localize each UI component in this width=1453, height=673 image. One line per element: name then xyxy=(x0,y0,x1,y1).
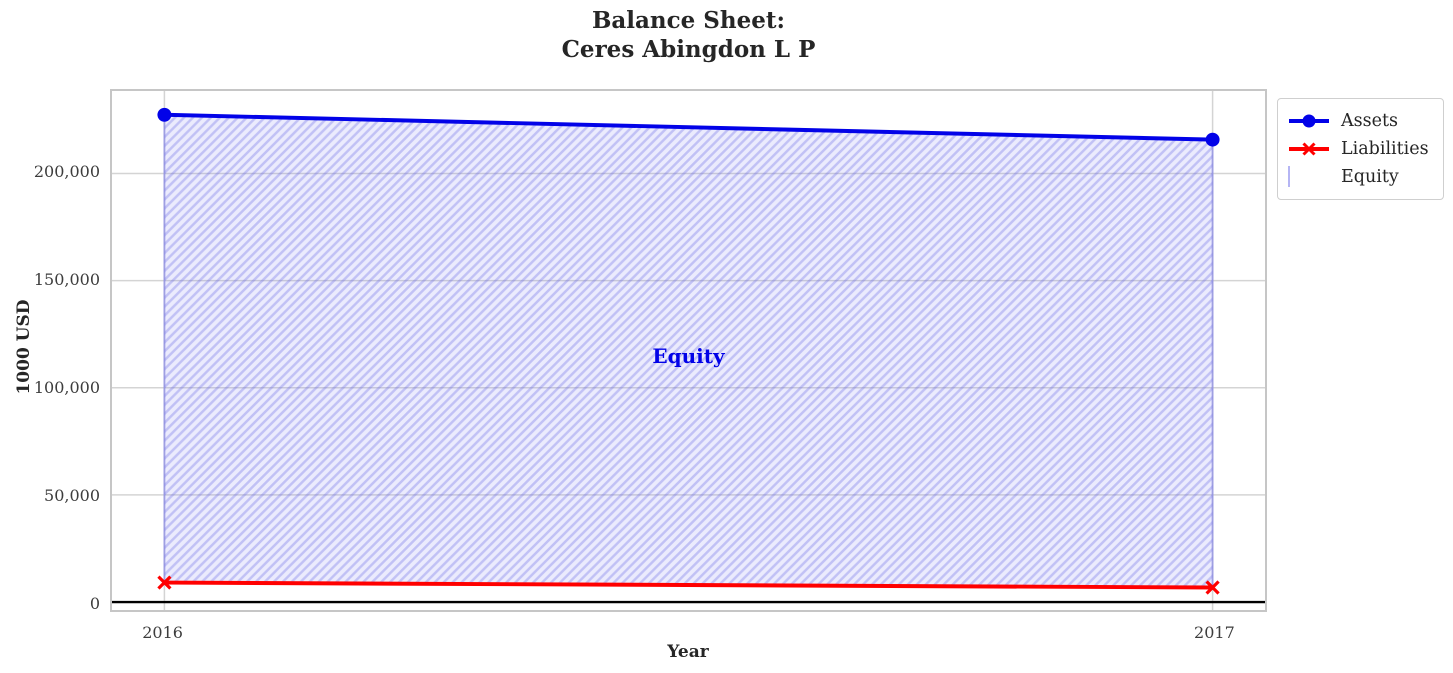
legend: Assets Liabilities Equity xyxy=(1277,98,1444,200)
y-tick-label: 150,000 xyxy=(33,270,100,290)
x-axis-label: Year xyxy=(667,642,709,662)
plot-area xyxy=(110,89,1267,612)
legend-item-assets: Assets xyxy=(1287,107,1433,135)
y-tick-label: 50,000 xyxy=(44,486,100,506)
y-tick-label: 100,000 xyxy=(33,378,100,398)
legend-label-equity: Equity xyxy=(1341,167,1399,187)
legend-label-assets: Assets xyxy=(1341,111,1398,131)
chart-canvas xyxy=(112,91,1265,610)
assets-line-swatch-icon xyxy=(1289,114,1329,128)
chart-title-line1: Balance Sheet: xyxy=(591,7,786,34)
chart-title: Balance Sheet: Ceres Abingdon L P xyxy=(110,6,1267,65)
chart-title-line2: Ceres Abingdon L P xyxy=(561,36,816,64)
equity-area-label: Equity xyxy=(652,343,725,368)
equity-patch-swatch-icon xyxy=(1287,166,1331,187)
x-tick-label: 2016 xyxy=(142,623,183,642)
legend-label-liabilities: Liabilities xyxy=(1341,139,1429,159)
liabilities-line-swatch-icon xyxy=(1289,142,1329,156)
x-tick-label: 2017 xyxy=(1194,623,1235,642)
legend-item-liabilities: Liabilities xyxy=(1287,135,1433,163)
y-tick-label: 0 xyxy=(89,594,100,613)
legend-item-equity: Equity xyxy=(1287,163,1433,191)
y-tick-label: 200,000 xyxy=(33,162,100,182)
